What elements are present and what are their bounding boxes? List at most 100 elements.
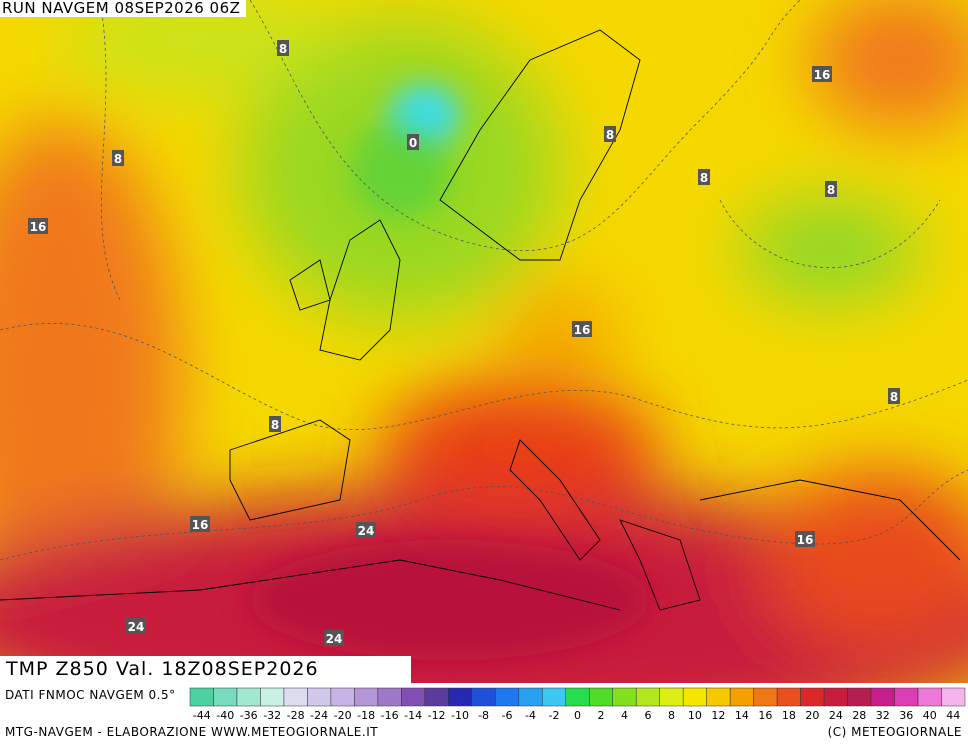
colorbar-label: 16 (758, 709, 772, 722)
contour-label-box (190, 516, 210, 532)
contour-label-box (126, 618, 146, 634)
colorbar-label: 8 (668, 709, 675, 722)
colorbar-cell (401, 687, 426, 707)
colorbar-cell (213, 687, 238, 707)
colorbar-label: -4 (525, 709, 536, 722)
colorbar-label: -40 (216, 709, 234, 722)
contour-label: 8 (279, 42, 287, 56)
contour-label: 8 (890, 390, 898, 404)
colorbar-label: 6 (644, 709, 651, 722)
colorbar-cell (354, 687, 379, 707)
colorbar-cell (847, 687, 872, 707)
colorbar-cell (800, 687, 825, 707)
contour-label: 8 (827, 183, 835, 197)
colorbar-label: 12 (711, 709, 725, 722)
contour-label-box (407, 134, 419, 150)
colorbar-label: -18 (357, 709, 375, 722)
colorbar-cell (471, 687, 496, 707)
colorbar-cell (542, 687, 567, 707)
colorbar-label: -2 (549, 709, 560, 722)
colorbar-label: -14 (404, 709, 422, 722)
colorbar-cell (495, 687, 520, 707)
contour-label: 16 (797, 533, 814, 547)
colorbar-cell (659, 687, 684, 707)
colorbar-label: -28 (287, 709, 305, 722)
colorbar-cell (424, 687, 449, 707)
contour-label-box (324, 630, 344, 646)
footer-left: MTG-NAVGEM - ELABORAZIONE WWW.METEOGIORN… (5, 725, 379, 739)
contour-label-box (572, 321, 592, 337)
colorbar-label: -8 (478, 709, 489, 722)
colorbar-label: 32 (876, 709, 890, 722)
colorbar-label: 0 (574, 709, 581, 722)
data-source: DATI FNMOC NAVGEM 0.5° (5, 688, 176, 702)
map-title: TMP Z850 Val. 18Z08SEP2026 (0, 656, 411, 683)
colorbar-cell (706, 687, 731, 707)
contour-label-box (888, 388, 900, 404)
colorbar-label: -16 (381, 709, 399, 722)
colorbar-cell (776, 687, 801, 707)
colorbar-cell (518, 687, 543, 707)
colorbar-label: 18 (782, 709, 796, 722)
contour-label: 8 (114, 152, 122, 166)
contour-label-box (812, 66, 832, 82)
colorbar-label: -20 (334, 709, 352, 722)
contour-label: 16 (192, 518, 209, 532)
colorbar-cell (283, 687, 308, 707)
colorbar-label: 36 (899, 709, 913, 722)
contour-label: 16 (30, 220, 47, 234)
colorbar-label: 10 (688, 709, 702, 722)
colorbar-cell (236, 687, 261, 707)
footer-right: (C) METEOGIORNALE (827, 725, 962, 739)
colorbar-label: -6 (502, 709, 513, 722)
contour-label: 16 (814, 68, 831, 82)
contour-label: 8 (271, 418, 279, 432)
colorbar-label: 44 (946, 709, 960, 722)
contour-label: 24 (128, 620, 145, 634)
colorbar-label: -12 (428, 709, 446, 722)
colorbar-cell (448, 687, 473, 707)
contour-label-box (795, 531, 815, 547)
colorbar-cell (377, 687, 402, 707)
colorbar-label: 14 (735, 709, 749, 722)
colorbar-label: 4 (621, 709, 628, 722)
colorbar-cell (189, 687, 214, 707)
contour-label: 0 (409, 136, 417, 150)
colorbar-cell (635, 687, 660, 707)
colorbar-cell (682, 687, 707, 707)
colorbar-cell (823, 687, 848, 707)
colorbar-cell (330, 687, 355, 707)
colorbar-cell (917, 687, 942, 707)
colorbar-label: -10 (451, 709, 469, 722)
colorbar-label: 2 (597, 709, 604, 722)
colorbar-cell (612, 687, 637, 707)
colorbar-label: 28 (852, 709, 866, 722)
contour-label-box (356, 522, 376, 538)
contour-label-box (277, 40, 289, 56)
colorbar-label: -32 (263, 709, 281, 722)
colorbar-cell (753, 687, 778, 707)
colorbar-label: -24 (310, 709, 328, 722)
colorbar-label: 20 (805, 709, 819, 722)
contour-label-box (28, 218, 48, 234)
contour-label-box (825, 181, 837, 197)
colorbar-label: 24 (829, 709, 843, 722)
contour-label-box (112, 150, 124, 166)
contour-label: 8 (700, 171, 708, 185)
colorbar-label: -36 (240, 709, 258, 722)
contour-label: 8 (606, 128, 614, 142)
run-header: RUN NAVGEM 08SEP2026 06Z (0, 0, 247, 17)
colorbar-label: 40 (923, 709, 937, 722)
colorbar-label: -44 (193, 709, 211, 722)
colorbar-cell (307, 687, 332, 707)
contour-label: 24 (326, 632, 343, 646)
contour-label-box (698, 169, 710, 185)
colorbar-cell (941, 687, 966, 707)
colorbar-cell (870, 687, 895, 707)
colorbar-cell (260, 687, 285, 707)
contour-label-box (269, 416, 281, 432)
contour-label-box (604, 126, 616, 142)
